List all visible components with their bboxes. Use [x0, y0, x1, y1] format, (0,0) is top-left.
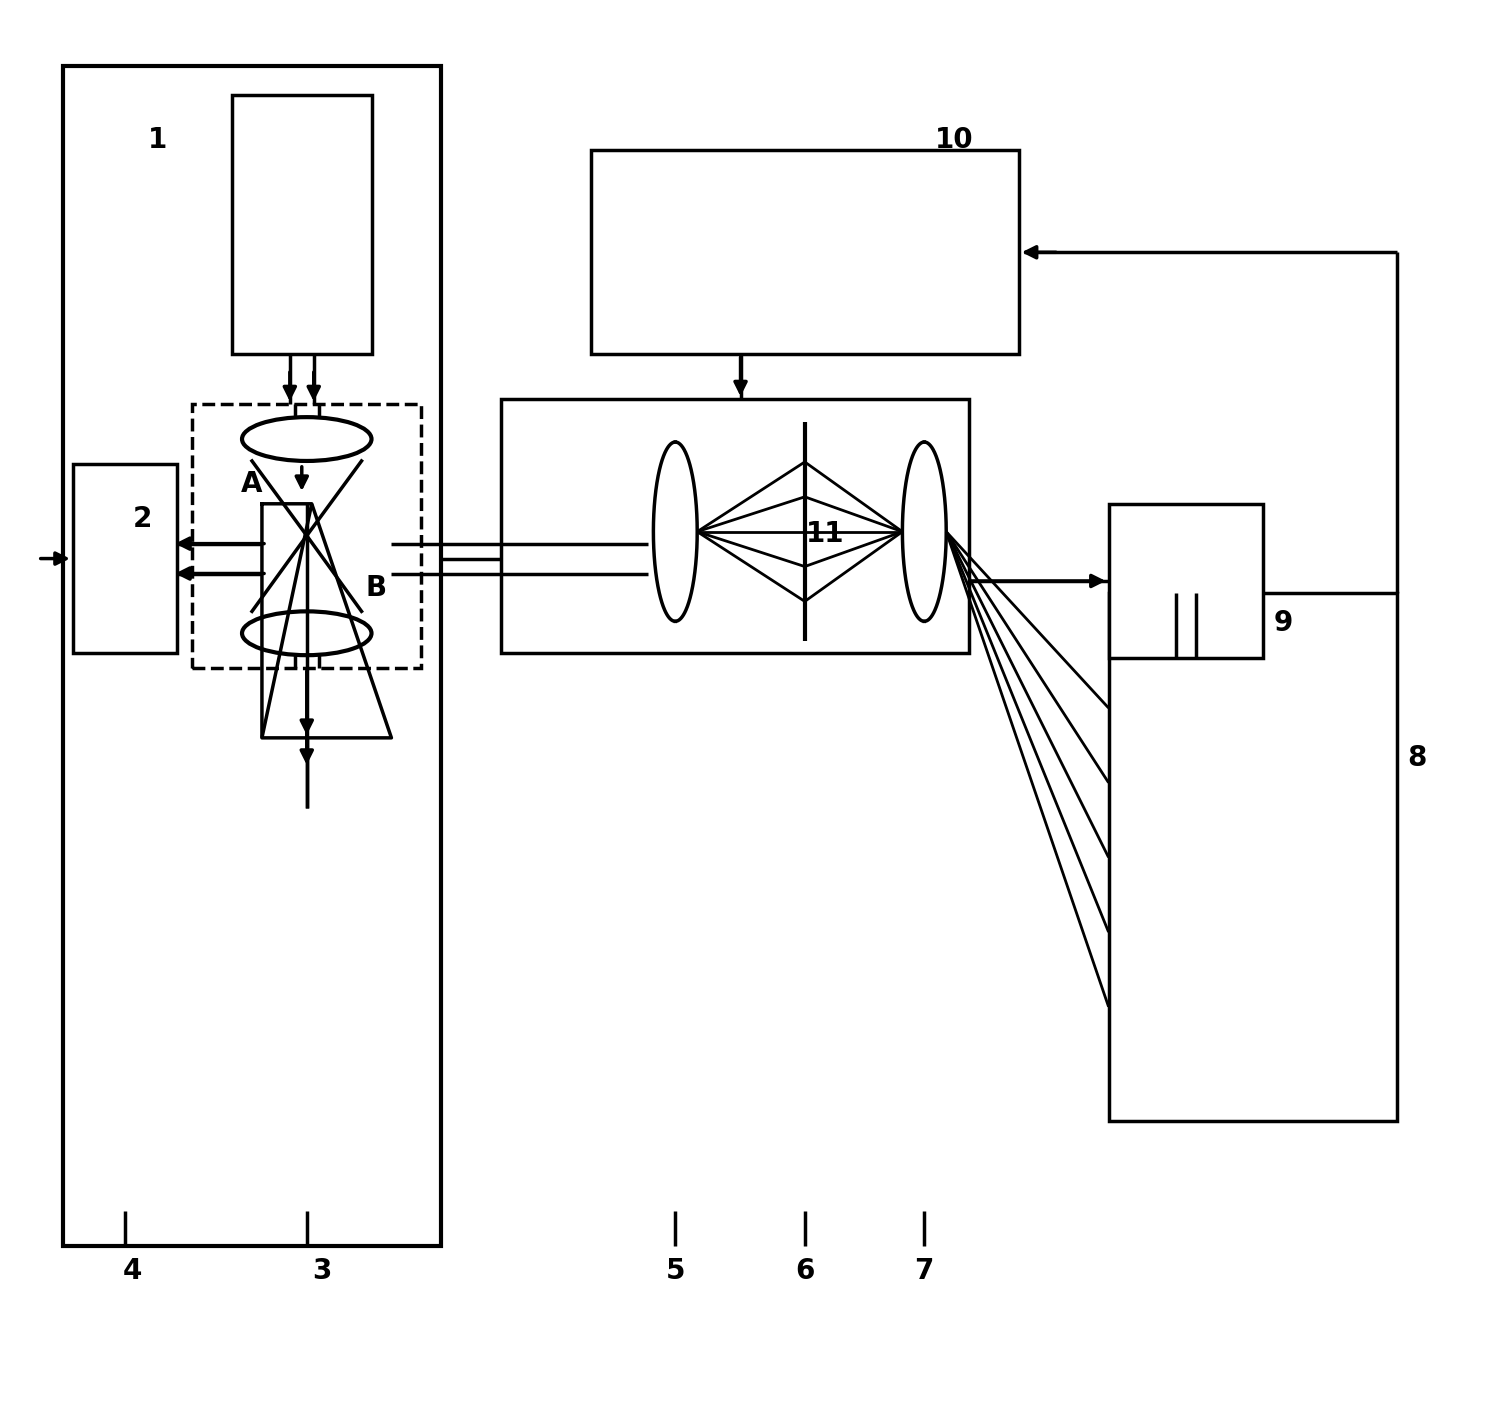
Bar	[63, 66, 441, 1246]
Bar	[192, 404, 422, 668]
Text: 2: 2	[132, 505, 152, 533]
Text: 11: 11	[806, 519, 844, 547]
Text: 9: 9	[1274, 609, 1293, 637]
Text: 7: 7	[915, 1257, 934, 1285]
Text: 6: 6	[795, 1257, 814, 1285]
Ellipse shape	[242, 612, 372, 655]
Bar	[232, 95, 372, 355]
Bar	[501, 400, 969, 654]
Ellipse shape	[242, 417, 372, 462]
Text: 10: 10	[934, 126, 974, 154]
Bar	[72, 464, 177, 654]
Text: 1: 1	[147, 126, 166, 154]
Text: 3: 3	[312, 1257, 332, 1285]
Text: 8: 8	[1407, 744, 1426, 772]
Bar	[1108, 593, 1398, 1121]
Text: 4: 4	[123, 1257, 142, 1285]
Text: A: A	[242, 470, 262, 498]
Text: 5: 5	[666, 1257, 686, 1285]
Bar	[1108, 504, 1263, 658]
Bar	[591, 150, 1018, 355]
Text: B: B	[366, 574, 387, 602]
